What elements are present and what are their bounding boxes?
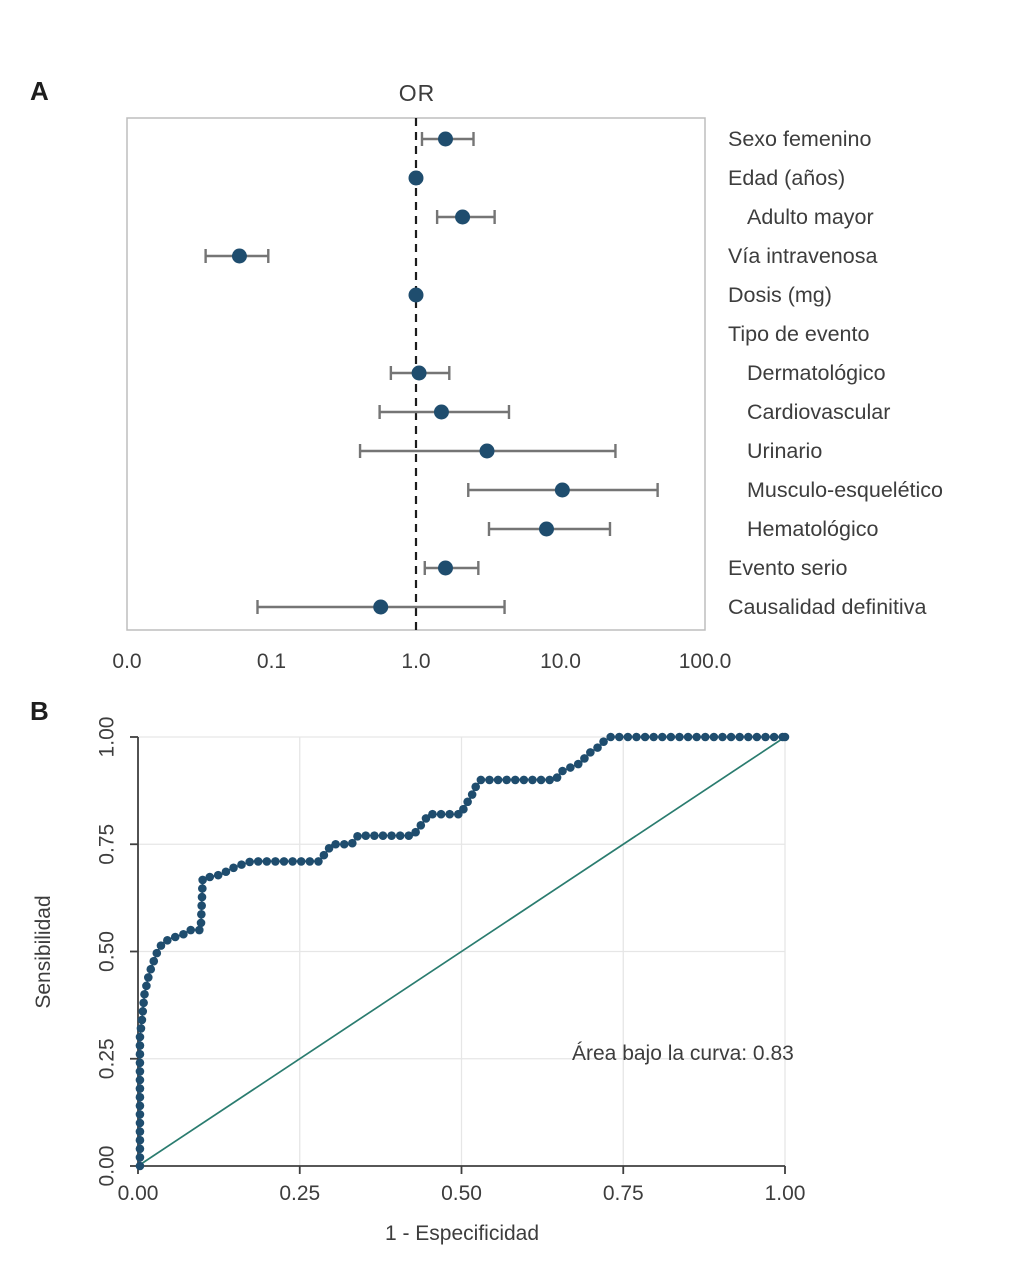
roc-x-tick-label: 0.00 <box>118 1182 159 1205</box>
roc-curve-points <box>135 732 790 1171</box>
forest-row-marker <box>256 599 506 615</box>
forest-row-label: Vía intravenosa <box>728 244 877 268</box>
forest-plot: Sexo femenino Edad (años) Adulto mayor Vía … <box>112 117 943 673</box>
panel-b-label: B <box>30 696 49 726</box>
panel-a-label: A <box>30 76 49 106</box>
forest-x-tick-label: 0.1 <box>257 650 286 673</box>
forest-x-tick-label: 100.0 <box>679 650 732 673</box>
roc-plot: 0.00 0.25 0.50 0.75 1.00 0.00 0.25 0.50 0.75 1.00 <box>96 717 806 1205</box>
forest-plot-title: OR <box>398 80 436 106</box>
roc-x-tick-label: 0.50 <box>441 1182 482 1205</box>
roc-diagonal-reference <box>137 736 786 1167</box>
roc-y-tick-label: 0.50 <box>96 931 119 972</box>
auc-annotation: Área bajo la curva: 0.83 <box>572 1042 794 1065</box>
forest-x-tick-label: 10.0 <box>540 650 581 673</box>
forest-row-marker <box>389 365 451 381</box>
forest-row-label: Urinario <box>747 439 822 463</box>
roc-x-tick-label: 0.25 <box>279 1182 320 1205</box>
forest-row-label: Adulto mayor <box>747 205 874 229</box>
forest-row-label: Edad (años) <box>728 166 845 190</box>
roc-y-tick-label: 0.75 <box>96 824 119 865</box>
forest-row-marker <box>420 131 475 147</box>
forest-row-marker <box>358 443 617 459</box>
forest-row-label: Causalidad definitiva <box>728 595 926 619</box>
roc-y-axis-title: Sensibilidad <box>32 895 55 1009</box>
forest-row-label: Dermatológico <box>747 361 886 385</box>
forest-row-marker <box>204 248 270 264</box>
roc-y-tick-label: 0.25 <box>96 1038 119 1079</box>
forest-row-marker <box>423 560 480 576</box>
forest-row-marker <box>487 521 612 537</box>
roc-x-tick-label: 1.00 <box>765 1182 806 1205</box>
forest-row-marker <box>408 170 424 186</box>
roc-gridlines <box>138 736 786 1166</box>
forest-row-marker <box>435 209 496 225</box>
forest-row-marker <box>408 287 424 303</box>
roc-y-tick-label: 0.00 <box>96 1146 119 1187</box>
roc-y-tick-label: 1.00 <box>96 717 119 758</box>
forest-row-label: Dosis (mg) <box>728 283 832 307</box>
roc-x-axis-title: 1 - Especificidad <box>384 1222 540 1245</box>
forest-row-marker <box>378 404 511 420</box>
forest-x-tick-label: 0.0 <box>112 650 141 673</box>
forest-row-label: Cardiovascular <box>747 400 890 424</box>
forest-row-label: Sexo femenino <box>728 127 871 151</box>
forest-row-label: Musculo-esquelético <box>747 478 943 502</box>
forest-row-label: Evento serio <box>728 556 848 580</box>
forest-row-label: Tipo de evento <box>728 322 869 346</box>
roc-x-tick-label: 0.75 <box>603 1182 644 1205</box>
forest-row-marker <box>467 482 659 498</box>
forest-x-tick-label: 1.0 <box>401 650 430 673</box>
forest-row-label: Hematológico <box>747 517 878 541</box>
